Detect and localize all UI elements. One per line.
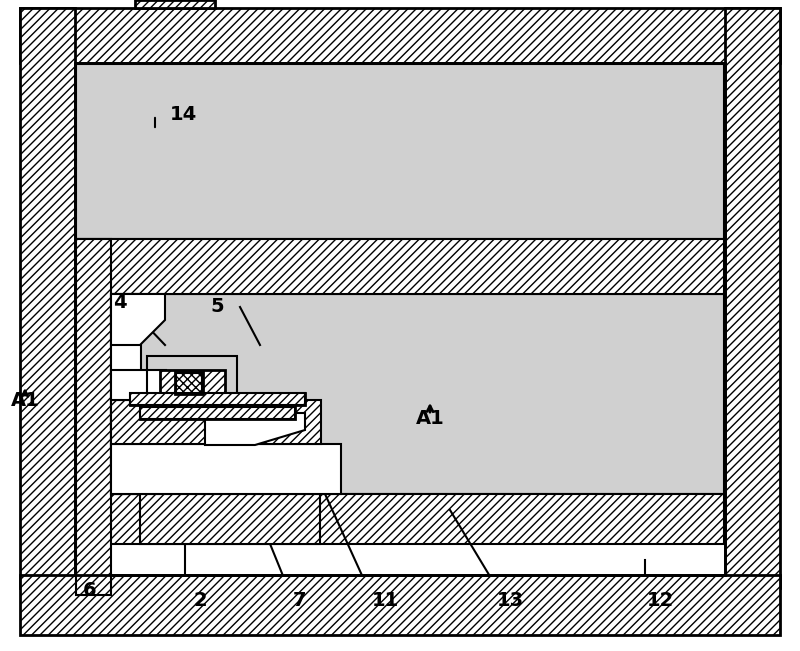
Bar xyxy=(20,8,75,588)
Polygon shape xyxy=(205,413,305,445)
Bar xyxy=(147,356,237,414)
Bar xyxy=(76,239,724,294)
Bar xyxy=(160,370,225,400)
Text: 14: 14 xyxy=(170,105,198,124)
Bar xyxy=(111,294,141,494)
Text: A1: A1 xyxy=(10,391,39,409)
Bar xyxy=(140,494,320,544)
Bar xyxy=(175,372,203,394)
Bar xyxy=(130,393,305,405)
Text: 2: 2 xyxy=(193,590,207,609)
Bar xyxy=(76,239,111,595)
Bar xyxy=(20,575,780,635)
Bar xyxy=(111,370,166,400)
Polygon shape xyxy=(111,294,165,345)
Bar xyxy=(140,407,295,419)
Text: 4: 4 xyxy=(113,294,126,312)
Text: 6: 6 xyxy=(83,581,97,600)
Bar xyxy=(111,444,341,494)
Text: 12: 12 xyxy=(646,590,674,609)
Text: 11: 11 xyxy=(371,590,398,609)
Text: 13: 13 xyxy=(497,590,523,609)
Bar xyxy=(130,393,305,405)
Bar xyxy=(76,494,724,544)
Bar xyxy=(140,407,295,419)
Text: 5: 5 xyxy=(210,298,224,316)
Bar xyxy=(76,64,724,239)
Bar xyxy=(176,373,202,393)
Text: 7: 7 xyxy=(294,590,306,609)
Bar xyxy=(111,400,321,444)
Bar xyxy=(76,294,724,494)
Bar xyxy=(725,8,780,588)
Bar xyxy=(75,63,725,575)
Bar xyxy=(135,0,215,8)
Bar xyxy=(20,8,780,63)
Text: A1: A1 xyxy=(416,408,444,428)
